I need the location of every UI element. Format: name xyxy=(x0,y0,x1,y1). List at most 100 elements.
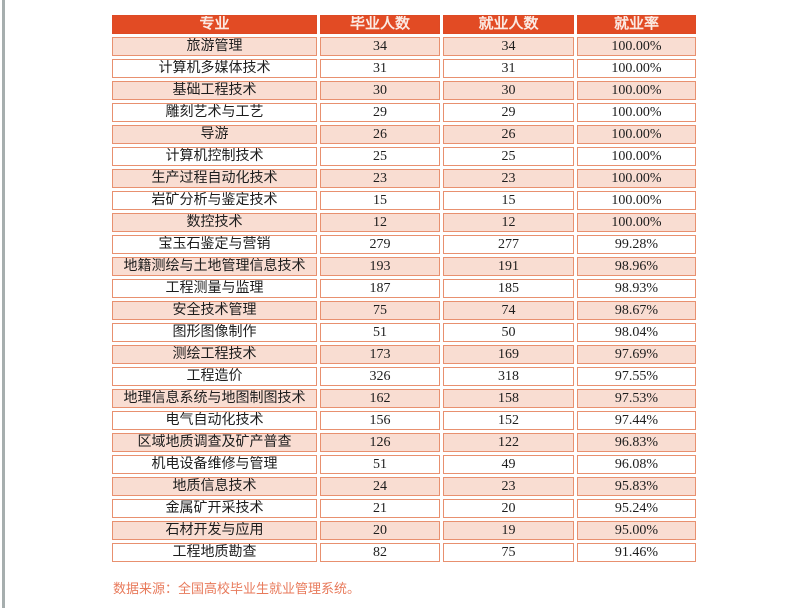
table-row: 计算机控制技术 25 25 100.00% xyxy=(112,147,696,166)
cell-graduates: 156 xyxy=(320,411,440,430)
table-row: 电气自动化技术 156 152 97.44% xyxy=(112,411,696,430)
table-row: 石材开发与应用 20 19 95.00% xyxy=(112,521,696,540)
table-row: 导游 26 26 100.00% xyxy=(112,125,696,144)
cell-employed: 277 xyxy=(443,235,574,254)
cell-major: 地籍测绘与土地管理信息技术 xyxy=(112,257,317,276)
cell-employed: 75 xyxy=(443,543,574,562)
cell-employed: 122 xyxy=(443,433,574,452)
cell-employment-rate: 95.24% xyxy=(577,499,696,518)
cell-employment-rate: 100.00% xyxy=(577,147,696,166)
table-header-row: 专业 毕业人数 就业人数 就业率 xyxy=(112,15,696,34)
cell-major: 安全技术管理 xyxy=(112,301,317,320)
cell-employment-rate: 95.83% xyxy=(577,477,696,496)
cell-major: 计算机多媒体技术 xyxy=(112,59,317,78)
employment-stats-table: 专业 毕业人数 就业人数 就业率 旅游管理 34 34 100.00% 计算机多媒体技术 31 3… xyxy=(109,12,699,565)
cell-employment-rate: 100.00% xyxy=(577,191,696,210)
cell-employment-rate: 100.00% xyxy=(577,59,696,78)
cell-employed: 49 xyxy=(443,455,574,474)
cell-employed: 185 xyxy=(443,279,574,298)
cell-major: 图形图像制作 xyxy=(112,323,317,342)
cell-graduates: 34 xyxy=(320,37,440,56)
table-row: 金属矿开采技术 21 20 95.24% xyxy=(112,499,696,518)
table-row: 计算机多媒体技术 31 31 100.00% xyxy=(112,59,696,78)
cell-employed: 152 xyxy=(443,411,574,430)
cell-employment-rate: 100.00% xyxy=(577,125,696,144)
cell-employment-rate: 97.69% xyxy=(577,345,696,364)
cell-employment-rate: 98.96% xyxy=(577,257,696,276)
cell-major: 机电设备维修与管理 xyxy=(112,455,317,474)
cell-employed: 30 xyxy=(443,81,574,100)
cell-graduates: 51 xyxy=(320,455,440,474)
cell-employment-rate: 97.55% xyxy=(577,367,696,386)
cell-graduates: 15 xyxy=(320,191,440,210)
cell-employment-rate: 96.83% xyxy=(577,433,696,452)
cell-employment-rate: 98.93% xyxy=(577,279,696,298)
cell-graduates: 21 xyxy=(320,499,440,518)
table-body: 旅游管理 34 34 100.00% 计算机多媒体技术 31 31 100.00% 基础工程技术… xyxy=(112,37,696,562)
cell-graduates: 51 xyxy=(320,323,440,342)
cell-graduates: 75 xyxy=(320,301,440,320)
cell-major: 岩矿分析与鉴定技术 xyxy=(112,191,317,210)
cell-major: 区域地质调查及矿产普查 xyxy=(112,433,317,452)
cell-major: 工程测量与监理 xyxy=(112,279,317,298)
cell-employment-rate: 100.00% xyxy=(577,103,696,122)
cell-major: 基础工程技术 xyxy=(112,81,317,100)
cell-graduates: 193 xyxy=(320,257,440,276)
cell-employed: 169 xyxy=(443,345,574,364)
cell-employment-rate: 100.00% xyxy=(577,81,696,100)
cell-major: 金属矿开采技术 xyxy=(112,499,317,518)
cell-major: 地理信息系统与地图制图技术 xyxy=(112,389,317,408)
cell-employed: 19 xyxy=(443,521,574,540)
cell-major: 生产过程自动化技术 xyxy=(112,169,317,188)
table-row: 旅游管理 34 34 100.00% xyxy=(112,37,696,56)
cell-major: 石材开发与应用 xyxy=(112,521,317,540)
cell-employment-rate: 97.53% xyxy=(577,389,696,408)
cell-major: 导游 xyxy=(112,125,317,144)
column-header-employment-rate: 就业率 xyxy=(577,15,696,34)
cell-employed: 20 xyxy=(443,499,574,518)
table-row: 基础工程技术 30 30 100.00% xyxy=(112,81,696,100)
cell-graduates: 24 xyxy=(320,477,440,496)
column-header-employed: 就业人数 xyxy=(443,15,574,34)
cell-employed: 158 xyxy=(443,389,574,408)
cell-employed: 191 xyxy=(443,257,574,276)
cell-employment-rate: 99.28% xyxy=(577,235,696,254)
cell-employment-rate: 98.67% xyxy=(577,301,696,320)
cell-major: 工程造价 xyxy=(112,367,317,386)
cell-major: 计算机控制技术 xyxy=(112,147,317,166)
cell-employed: 31 xyxy=(443,59,574,78)
cell-employed: 15 xyxy=(443,191,574,210)
table-row: 安全技术管理 75 74 98.67% xyxy=(112,301,696,320)
cell-major: 地质信息技术 xyxy=(112,477,317,496)
table-row: 地质信息技术 24 23 95.83% xyxy=(112,477,696,496)
cell-employed: 34 xyxy=(443,37,574,56)
cell-graduates: 162 xyxy=(320,389,440,408)
cell-employed: 26 xyxy=(443,125,574,144)
cell-major: 测绘工程技术 xyxy=(112,345,317,364)
cell-graduates: 26 xyxy=(320,125,440,144)
cell-graduates: 173 xyxy=(320,345,440,364)
cell-graduates: 23 xyxy=(320,169,440,188)
table-row: 雕刻艺术与工艺 29 29 100.00% xyxy=(112,103,696,122)
cell-major: 电气自动化技术 xyxy=(112,411,317,430)
cell-employed: 12 xyxy=(443,213,574,232)
cell-major: 数控技术 xyxy=(112,213,317,232)
cell-graduates: 20 xyxy=(320,521,440,540)
page-edge-line xyxy=(2,0,5,608)
table-row: 测绘工程技术 173 169 97.69% xyxy=(112,345,696,364)
cell-graduates: 29 xyxy=(320,103,440,122)
cell-employed: 23 xyxy=(443,169,574,188)
table-row: 宝玉石鉴定与营销 279 277 99.28% xyxy=(112,235,696,254)
table-row: 工程造价 326 318 97.55% xyxy=(112,367,696,386)
table-row: 岩矿分析与鉴定技术 15 15 100.00% xyxy=(112,191,696,210)
cell-graduates: 126 xyxy=(320,433,440,452)
cell-major: 旅游管理 xyxy=(112,37,317,56)
cell-employment-rate: 91.46% xyxy=(577,543,696,562)
table-row: 地理信息系统与地图制图技术 162 158 97.53% xyxy=(112,389,696,408)
cell-graduates: 12 xyxy=(320,213,440,232)
cell-major: 工程地质勘查 xyxy=(112,543,317,562)
column-header-graduates: 毕业人数 xyxy=(320,15,440,34)
cell-employment-rate: 100.00% xyxy=(577,169,696,188)
cell-employment-rate: 96.08% xyxy=(577,455,696,474)
employment-table: 专业 毕业人数 就业人数 就业率 旅游管理 34 34 100.00% 计算机多媒体技术 31 3… xyxy=(109,12,699,565)
